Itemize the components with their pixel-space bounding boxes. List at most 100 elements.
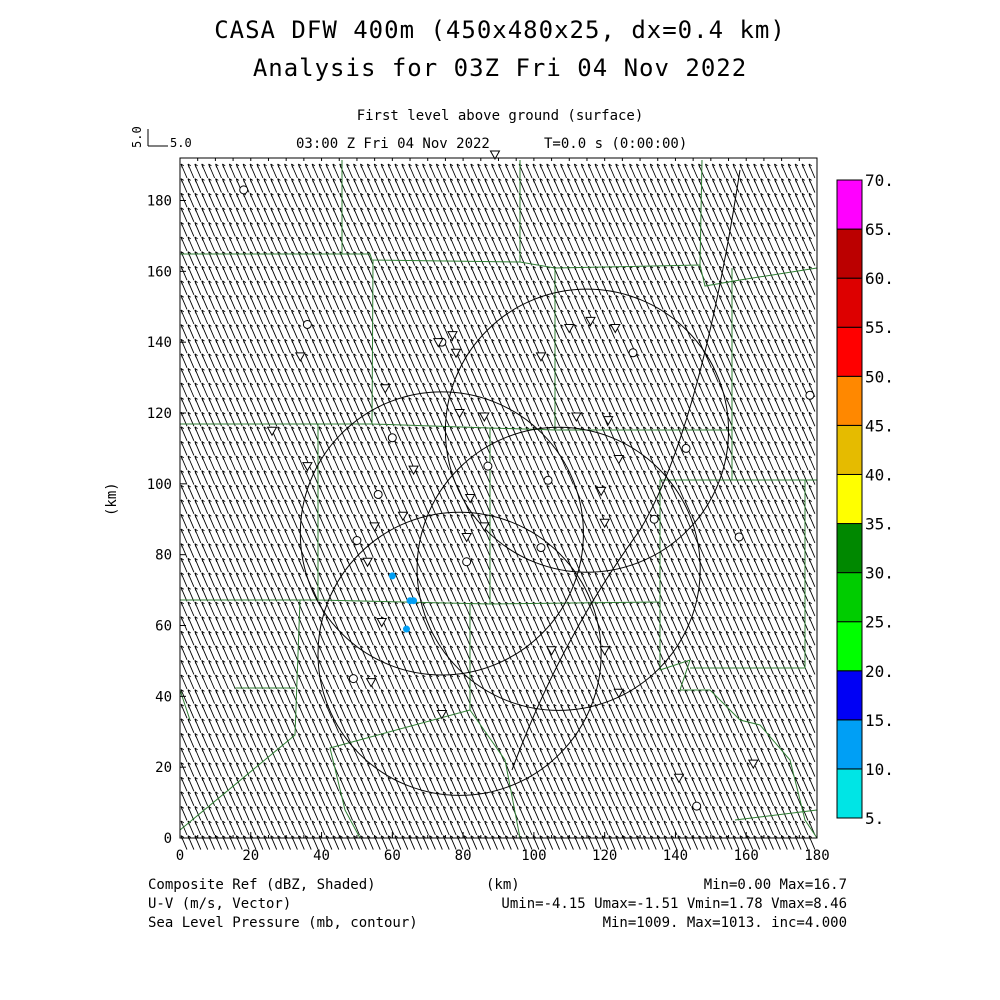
x-axis-label: (km)	[486, 877, 520, 893]
x-tick-label: 120	[592, 848, 617, 864]
time-step: T=0.0 s (0:00:00)	[544, 136, 688, 152]
reflectivity-echo	[402, 625, 410, 633]
colorbar-label: 5.	[865, 809, 884, 828]
station-triangle-marker	[464, 494, 476, 504]
station-triangle-marker	[432, 338, 444, 348]
vector-ref-horizontal-label: 5.0	[170, 136, 192, 150]
county-boundaries	[179, 159, 818, 839]
station-circle-marker	[462, 557, 472, 567]
station-circle-marker	[373, 489, 383, 499]
y-tick-label: 0	[164, 831, 172, 847]
station-triangle-marker	[365, 678, 377, 688]
title-line-2: Analysis for 03Z Fri 04 Nov 2022	[252, 54, 748, 82]
range-circle	[444, 288, 730, 573]
y-axis-label: (km)	[104, 482, 120, 516]
station-triangle-marker	[602, 416, 614, 426]
station-triangle-marker	[613, 688, 625, 699]
colorbar-swatch	[836, 473, 863, 525]
footer-vector-desc: U-V (m/s, Vector)	[148, 896, 292, 912]
x-tick-label: 180	[804, 848, 829, 864]
colorbar-swatch	[836, 523, 863, 574]
colorbar-swatch	[836, 719, 863, 770]
level-subtitle: First level above ground (surface)	[356, 108, 644, 124]
reflectivity-echo	[410, 597, 418, 605]
station-circle-marker	[681, 443, 691, 453]
reflectivity-echo	[388, 572, 396, 580]
y-tick-label: 120	[147, 406, 172, 422]
colorbar-swatch	[836, 621, 863, 672]
station-circle-marker	[543, 475, 553, 485]
station-triangle-marker	[379, 384, 391, 394]
station-circle-marker	[352, 536, 362, 545]
colorbar-swatch	[836, 670, 863, 721]
station-circle-marker	[483, 461, 493, 471]
station-circle-marker	[734, 532, 744, 542]
station-triangle-marker	[613, 455, 625, 465]
station-triangle-marker	[535, 352, 547, 362]
station-triangle-marker	[489, 150, 501, 160]
colorbar-label: 20.	[865, 662, 894, 681]
station-triangle-marker	[585, 316, 596, 327]
station-triangle-marker	[408, 465, 419, 476]
plot-frame	[179, 157, 818, 839]
station-triangle-marker	[454, 409, 465, 419]
station-triangle-marker	[302, 462, 313, 472]
y-tick-label: 80	[155, 548, 172, 564]
x-tick-label: 0	[176, 848, 184, 864]
y-tick-label: 40	[155, 689, 172, 705]
station-triangle-marker	[376, 617, 388, 628]
x-tick-label: 60	[384, 848, 401, 864]
colorbar-label: 70.	[865, 171, 894, 190]
station-circle-marker	[692, 801, 702, 811]
colorbar-label: 60.	[865, 269, 894, 288]
footer-contour-stats: Min=1009. Max=1013. inc=4.000	[602, 915, 847, 931]
station-triangle-marker	[447, 331, 458, 341]
station-triangle-marker	[599, 518, 611, 529]
colorbar-swatch	[836, 277, 863, 328]
station-triangle-marker	[436, 710, 448, 720]
wind-vector-field	[180, 163, 816, 850]
y-tick-label: 20	[155, 760, 172, 776]
y-tick-label: 100	[147, 477, 172, 493]
range-circle	[317, 511, 602, 796]
station-triangle-marker	[397, 511, 409, 522]
colorbar-swatch	[836, 768, 863, 819]
station-circle-marker	[536, 543, 546, 553]
station-circle-marker	[348, 674, 358, 684]
colorbar-label: 25.	[865, 613, 894, 632]
station-triangle-marker	[599, 646, 611, 656]
station-triangle-marker	[362, 557, 373, 568]
x-tick-label: 160	[734, 848, 759, 864]
station-triangle-marker	[546, 646, 557, 656]
x-tick-label: 40	[313, 848, 330, 864]
y-tick-label: 60	[155, 619, 172, 635]
station-triangle-marker	[478, 412, 490, 423]
pressure-contour	[511, 169, 741, 771]
colorbar-label: 10.	[865, 760, 894, 779]
x-tick-label: 80	[455, 848, 472, 864]
footer-vector-stats: Umin=-4.15 Umax=-1.51 Vmin=1.78 Vmax=8.4…	[501, 896, 847, 912]
station-triangle-marker	[673, 773, 685, 784]
colorbar-swatch	[836, 228, 863, 279]
title-line-1: CASA DFW 400m (450x480x25, dx=0.4 km)	[214, 16, 786, 44]
valid-time: 03:00 Z Fri 04 Nov 2022	[296, 136, 490, 152]
colorbar-label: 55.	[865, 318, 894, 337]
colorbar-label: 30.	[865, 564, 894, 583]
footer-contour-desc: Sea Level Pressure (mb, contour)	[148, 915, 418, 931]
colorbar-swatch	[836, 179, 863, 230]
x-tick-label: 20	[242, 848, 259, 864]
colorbar-label: 15.	[865, 711, 894, 730]
station-triangle-marker	[266, 426, 278, 437]
y-tick-label: 140	[147, 335, 172, 351]
colorbar-swatch	[836, 572, 863, 623]
station-triangle-marker	[461, 532, 473, 543]
station-circle-marker	[239, 185, 249, 195]
station-circle-marker	[628, 348, 638, 358]
station-circle-marker	[649, 514, 659, 524]
footer-shading-desc: Composite Ref (dBZ, Shaded)	[148, 877, 376, 893]
vector-ref-icon	[147, 129, 168, 147]
station-triangle-marker	[563, 324, 575, 334]
x-tick-label: 140	[663, 848, 688, 864]
station-triangle-marker	[369, 522, 380, 532]
